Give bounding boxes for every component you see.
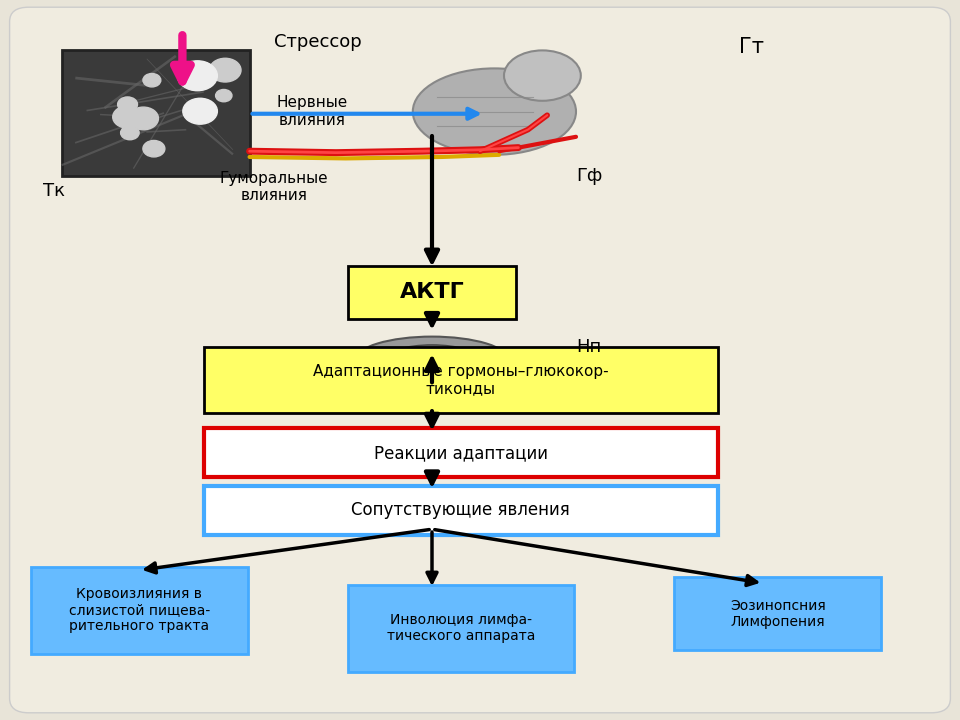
Circle shape (444, 359, 458, 369)
Circle shape (425, 349, 439, 359)
Text: Адаптационные гормоны–глюкокор-
тиконды: Адаптационные гормоны–глюкокор- тиконды (313, 364, 609, 396)
Circle shape (216, 89, 232, 102)
FancyBboxPatch shape (674, 577, 881, 650)
Text: Сопутствующие явления: Сопутствующие явления (351, 501, 570, 519)
FancyBboxPatch shape (348, 266, 516, 319)
FancyBboxPatch shape (31, 567, 248, 654)
Ellipse shape (384, 345, 480, 375)
Text: Нервные
влияния: Нервные влияния (276, 95, 348, 128)
Ellipse shape (413, 68, 576, 155)
FancyBboxPatch shape (204, 486, 718, 535)
Circle shape (129, 107, 158, 130)
Circle shape (182, 98, 217, 124)
Text: Кровоизлияния в
слизистой пищева-
рительного тракта: Кровоизлияния в слизистой пищева- ритель… (68, 587, 210, 634)
Circle shape (121, 126, 139, 140)
Text: Эозинопсния
Лимфопения: Эозинопсния Лимфопения (730, 599, 826, 629)
Text: Гф: Гф (576, 167, 602, 185)
Circle shape (209, 58, 241, 82)
Text: Гуморальные
влияния: Гуморальные влияния (219, 171, 328, 204)
Circle shape (143, 73, 161, 87)
Text: Инволюция лимфа-
тического аппарата: Инволюция лимфа- тического аппарата (387, 613, 535, 643)
Circle shape (118, 97, 137, 112)
FancyBboxPatch shape (62, 50, 250, 176)
Circle shape (189, 62, 213, 80)
Circle shape (406, 355, 420, 365)
Circle shape (143, 140, 165, 157)
Text: Нп: Нп (576, 338, 601, 356)
Text: Гт: Гт (739, 37, 764, 57)
FancyBboxPatch shape (204, 428, 718, 477)
Ellipse shape (504, 50, 581, 101)
FancyBboxPatch shape (204, 347, 718, 413)
Circle shape (178, 60, 217, 91)
Circle shape (112, 106, 142, 128)
FancyBboxPatch shape (10, 7, 950, 713)
FancyBboxPatch shape (348, 585, 574, 672)
Ellipse shape (355, 336, 509, 383)
Text: Реакции адаптации: Реакции адаптации (373, 444, 548, 462)
Text: Тк: Тк (43, 181, 65, 199)
Text: Стрессор: Стрессор (274, 32, 361, 50)
Text: АКТГ: АКТГ (399, 282, 465, 302)
